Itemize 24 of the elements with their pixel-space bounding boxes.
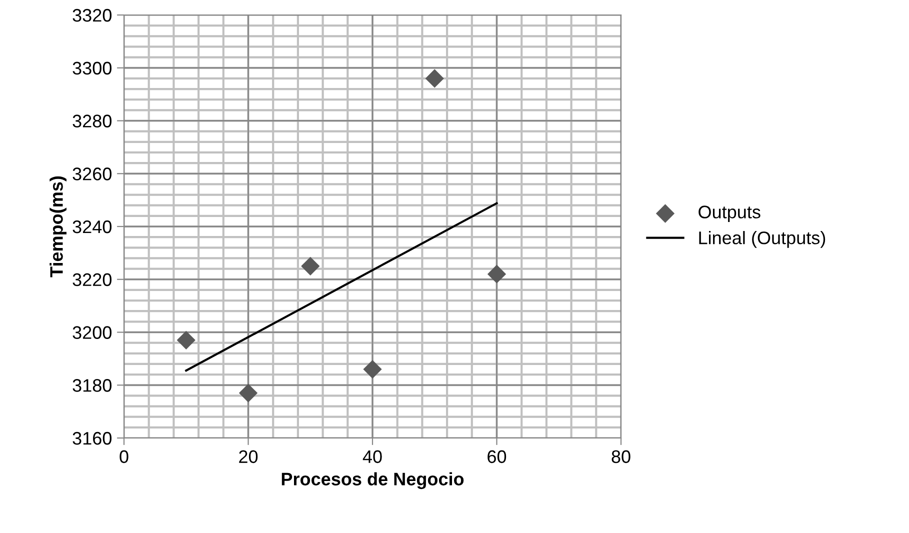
- x-axis-title: Procesos de Negocio: [282, 472, 464, 490]
- point: [176, 330, 196, 350]
- y-tick-label: 3220: [72, 273, 112, 286]
- y-tick-label: 3280: [72, 114, 112, 128]
- y-tick-label: 3260: [72, 168, 112, 180]
- y-tick-label: 3320: [72, 8, 112, 22]
- x-tick-label: 80: [612, 450, 630, 464]
- legend-label: Lineal (Outputs): [699, 231, 826, 248]
- point: [425, 69, 444, 88]
- y-axis-title: Tiempo(ms): [50, 176, 66, 278]
- x-tick-label: 0: [120, 450, 128, 464]
- x-tick-label: 60: [488, 450, 506, 464]
- x-tick-label: 40: [362, 450, 382, 464]
- point: [363, 360, 382, 379]
- y-tick-label: 3240: [72, 220, 112, 234]
- point: [487, 264, 506, 284]
- legend-label: Outputs: [698, 206, 760, 222]
- point: [238, 384, 258, 402]
- point: [301, 256, 320, 276]
- x-tick-label: 20: [239, 450, 258, 464]
- y-tick-label: 3180: [72, 379, 112, 392]
- y-tick-label: 3200: [72, 326, 112, 339]
- y-tick-label: 3160: [72, 432, 112, 445]
- y-tick-label: 3300: [72, 62, 112, 75]
